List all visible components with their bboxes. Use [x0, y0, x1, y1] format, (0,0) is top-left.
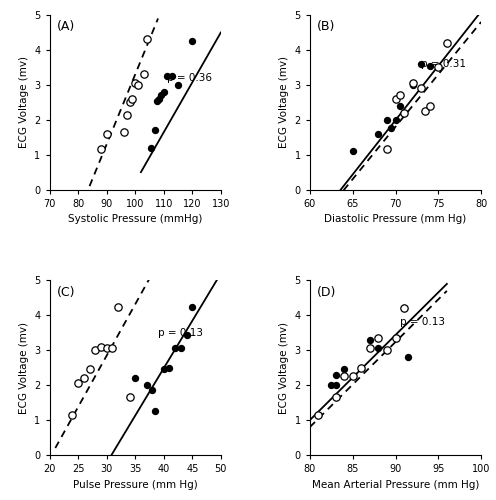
Point	[409, 79, 417, 87]
Point	[349, 147, 357, 155]
Point	[151, 408, 159, 416]
Point	[314, 411, 322, 419]
Point	[443, 39, 451, 47]
Point	[143, 381, 151, 389]
Point	[396, 92, 404, 100]
Point	[426, 62, 434, 70]
Point	[400, 304, 408, 312]
Text: p = 0.13: p = 0.13	[400, 318, 445, 328]
Point	[400, 109, 408, 117]
Point	[160, 88, 168, 96]
Y-axis label: ECG Voltage (mv): ECG Voltage (mv)	[19, 56, 29, 148]
Point	[332, 381, 340, 389]
X-axis label: Pulse Pressure (mm Hg): Pulse Pressure (mm Hg)	[73, 480, 197, 490]
Point	[163, 72, 171, 80]
Point	[340, 366, 348, 374]
Point	[174, 81, 182, 89]
Point	[396, 102, 404, 110]
Text: (C): (C)	[57, 286, 75, 298]
Point	[391, 95, 399, 103]
Point	[86, 366, 94, 374]
Point	[140, 70, 148, 78]
Point	[97, 146, 105, 154]
Y-axis label: ECG Voltage (mv): ECG Voltage (mv)	[19, 322, 29, 414]
Point	[409, 81, 417, 89]
Point	[391, 334, 399, 342]
Point	[134, 81, 142, 89]
Point	[422, 107, 430, 115]
X-axis label: Systolic Pressure (mmHg): Systolic Pressure (mmHg)	[68, 214, 202, 224]
Point	[400, 304, 408, 312]
Text: (A): (A)	[57, 20, 75, 33]
Point	[383, 346, 391, 354]
Point	[68, 411, 76, 419]
Point	[125, 98, 133, 106]
Point	[391, 116, 399, 124]
Point	[349, 372, 357, 380]
Text: p = 0.13: p = 0.13	[158, 328, 203, 338]
Point	[314, 411, 322, 419]
Point	[417, 84, 425, 92]
Point	[80, 374, 88, 382]
Point	[374, 334, 382, 342]
Point	[131, 374, 139, 382]
Point	[143, 36, 151, 44]
Point	[404, 353, 412, 361]
Point	[153, 96, 161, 104]
Point	[366, 336, 374, 344]
Point	[125, 394, 133, 402]
Point	[120, 128, 128, 136]
Point	[332, 370, 340, 378]
Point	[103, 344, 111, 352]
Point	[156, 95, 164, 103]
X-axis label: Diastolic Pressure (mm Hg): Diastolic Pressure (mm Hg)	[324, 214, 467, 224]
Point	[74, 380, 82, 388]
Point	[171, 344, 179, 352]
Point	[147, 144, 155, 152]
Point	[131, 79, 139, 87]
Text: (D): (D)	[317, 286, 336, 298]
Point	[443, 39, 451, 47]
Point	[183, 330, 190, 338]
Point	[188, 37, 196, 45]
Point	[332, 394, 340, 402]
Point	[103, 130, 111, 138]
Point	[151, 126, 159, 134]
Text: p = 0.36: p = 0.36	[167, 73, 212, 83]
Point	[383, 146, 391, 154]
X-axis label: Mean Arterial Pressure (mm Hg): Mean Arterial Pressure (mm Hg)	[312, 480, 479, 490]
Point	[434, 64, 442, 72]
Text: p = 0.31: p = 0.31	[421, 59, 466, 69]
Point	[340, 372, 348, 380]
Point	[387, 124, 395, 132]
Point	[383, 116, 391, 124]
Point	[426, 102, 434, 110]
Point	[97, 342, 105, 350]
Point	[374, 130, 382, 138]
Point	[357, 364, 365, 372]
Text: (B): (B)	[317, 20, 335, 33]
Point	[123, 110, 130, 118]
Point	[157, 92, 165, 100]
Point	[114, 302, 122, 310]
Point	[128, 95, 136, 103]
Y-axis label: ECG Voltage (mv): ECG Voltage (mv)	[279, 56, 289, 148]
Point	[168, 72, 176, 80]
Point	[391, 334, 399, 342]
Point	[366, 344, 374, 352]
Point	[374, 344, 382, 352]
Point	[148, 386, 156, 394]
Point	[109, 344, 117, 352]
Point	[327, 381, 335, 389]
Point	[188, 302, 196, 310]
Point	[160, 366, 168, 374]
Y-axis label: ECG Voltage (mv): ECG Voltage (mv)	[279, 322, 289, 414]
Point	[166, 364, 174, 372]
Point	[177, 344, 185, 352]
Point	[417, 60, 425, 68]
Point	[91, 346, 99, 354]
